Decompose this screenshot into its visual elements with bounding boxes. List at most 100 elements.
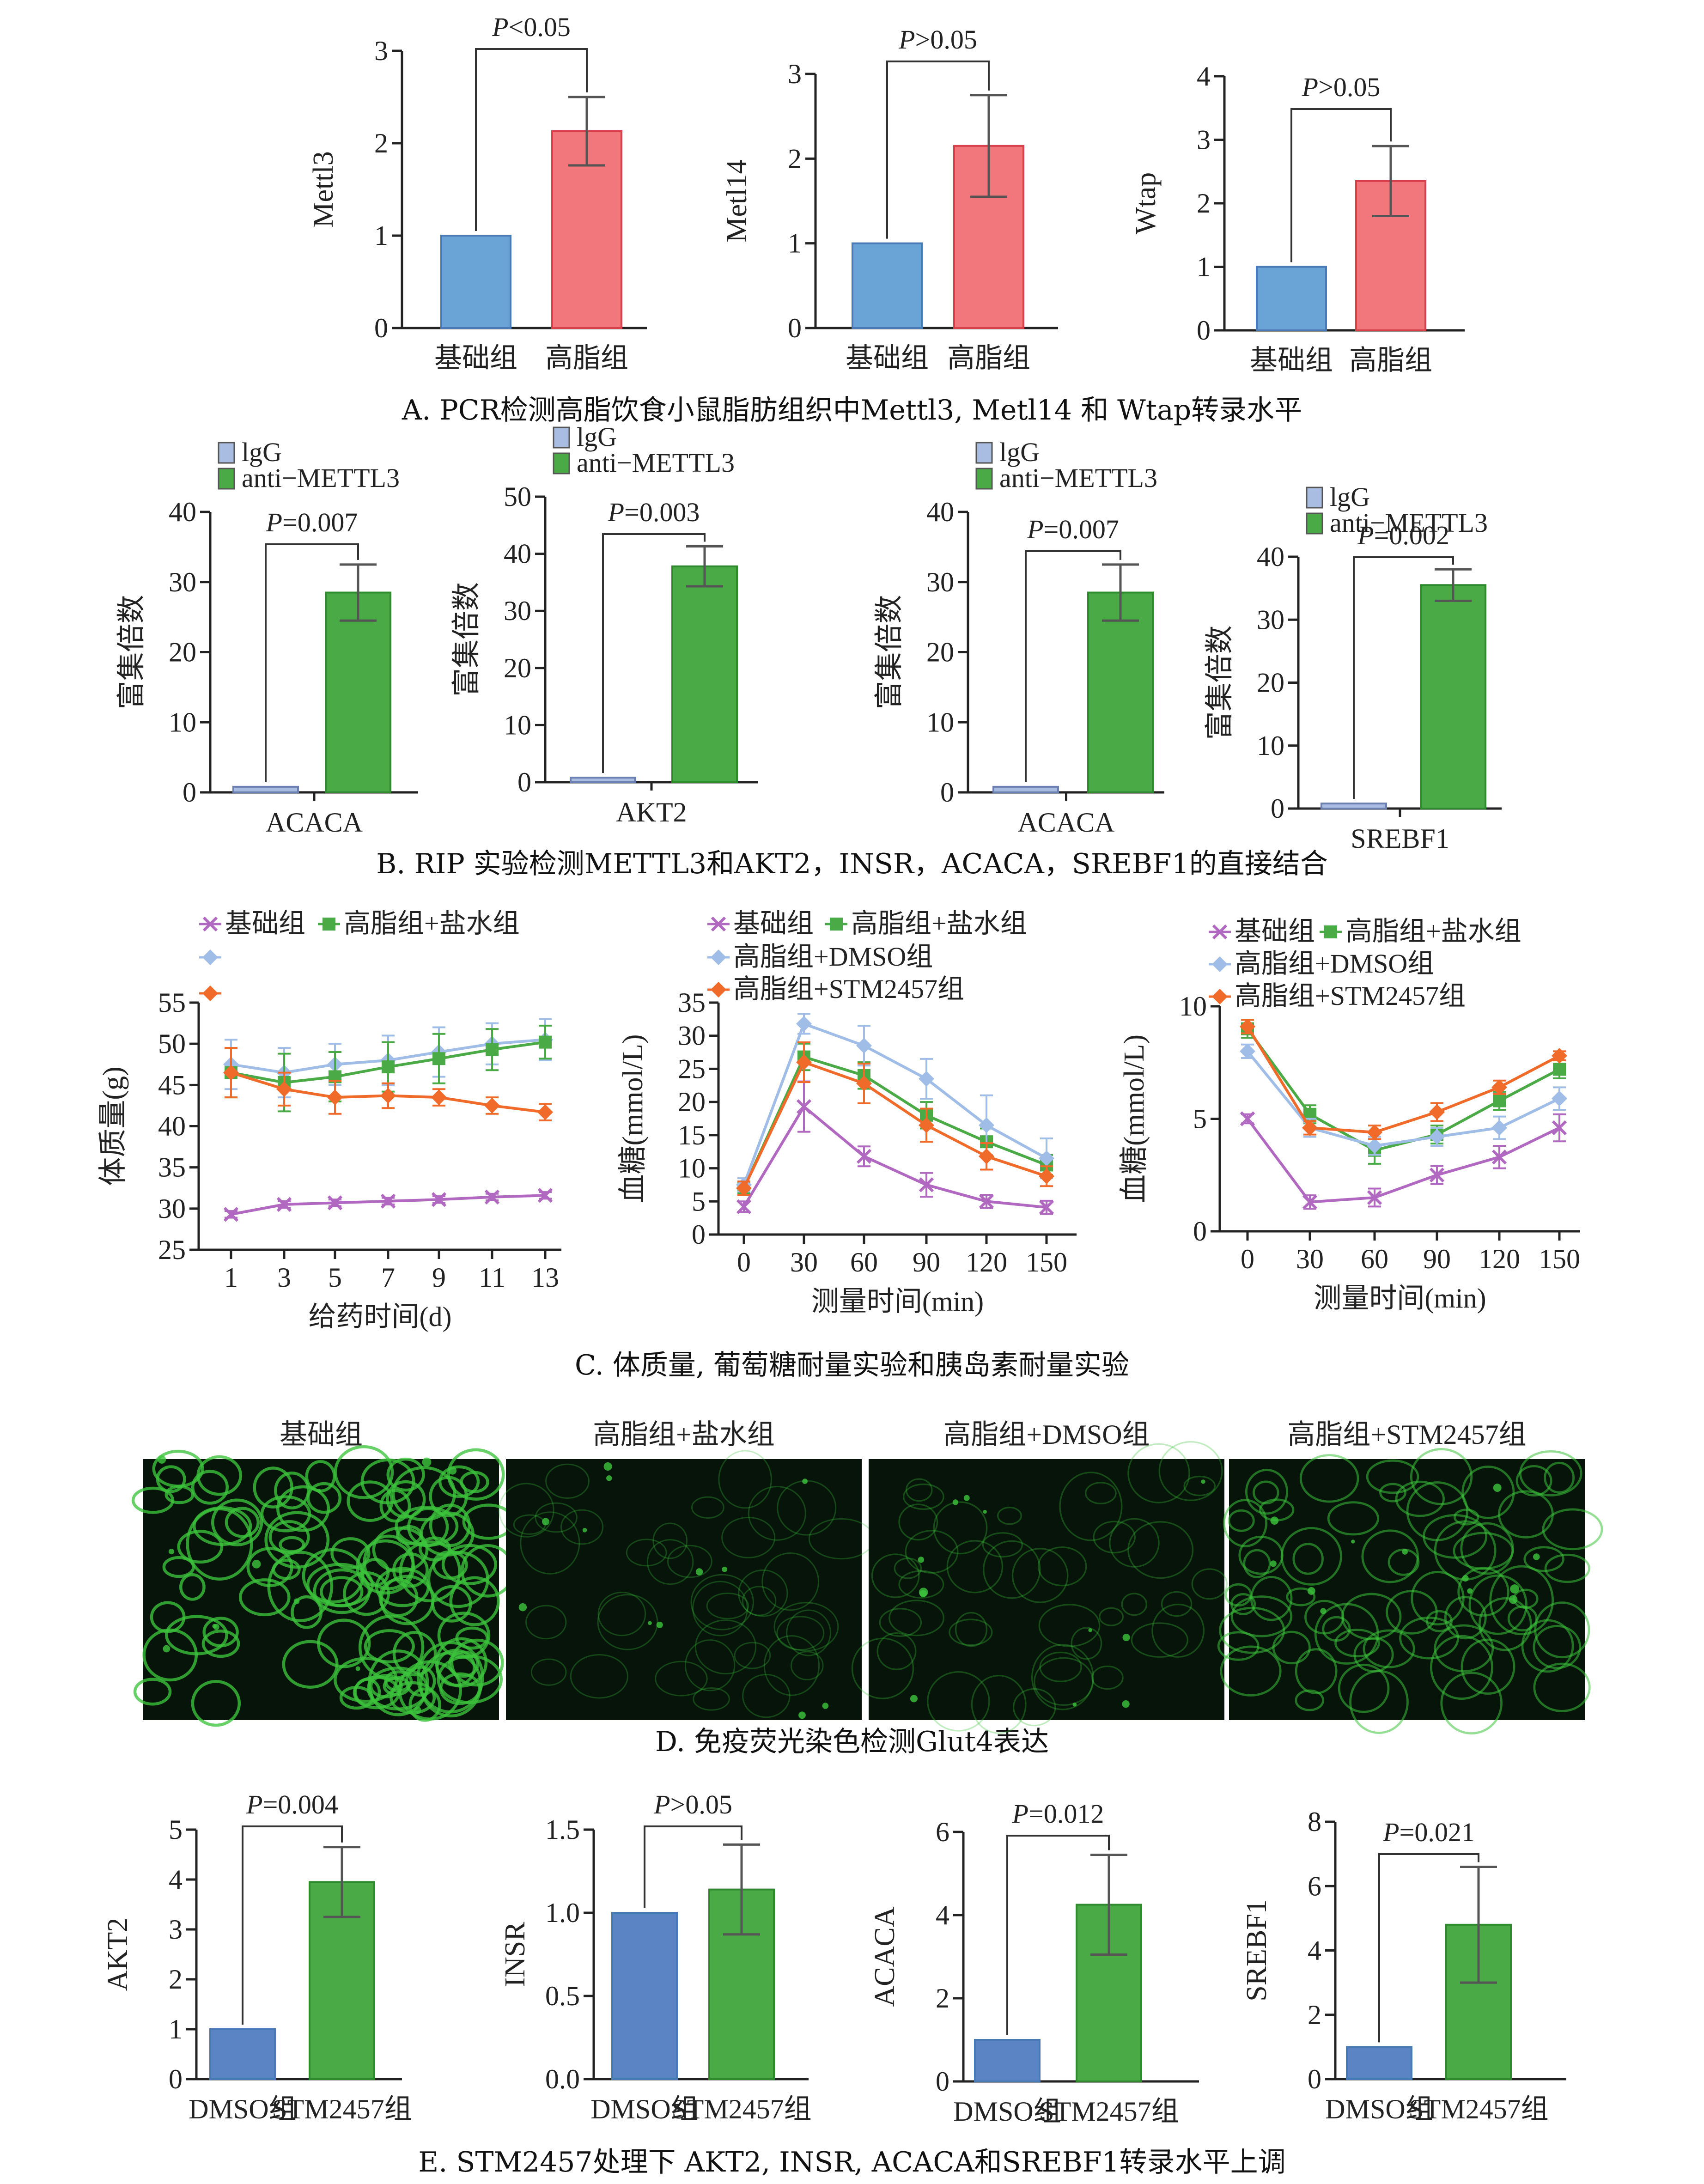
x-tick-label: 0 (737, 1247, 751, 1278)
marker-diamond (1367, 1124, 1382, 1140)
chart-A2: 0 1 2 3 Metl14 P>0.05 基础组 高脂组 (721, 24, 1058, 373)
marker-diamond (1429, 1104, 1445, 1120)
legend-swatch (553, 426, 570, 449)
cell-membrane (655, 1661, 708, 1697)
series-line (1246, 1118, 1560, 1204)
y-tick-label: 20 (678, 1087, 706, 1117)
legend-label: 高脂组+盐水组 (1345, 916, 1521, 946)
marker-x (1552, 1120, 1567, 1136)
y-tick-label: 1.5 (545, 1814, 580, 1845)
cell-membrane (447, 1448, 505, 1501)
significance-bracket (886, 61, 990, 239)
p-value-label: P=0.021 (1382, 1817, 1475, 1847)
y-tick-label: 0 (788, 313, 802, 343)
y-tick-label: 40 (1257, 541, 1284, 572)
cell-membrane (1039, 1651, 1082, 1682)
significance-bracket (1006, 1835, 1110, 2035)
y-axis-label: AKT2 (102, 1918, 134, 1991)
y-axis-label: 富集倍数 (874, 595, 905, 709)
fluorescent-dot (1201, 1479, 1205, 1484)
cell-membrane (1361, 1529, 1419, 1583)
legend-label: anti−METTL3 (999, 463, 1157, 493)
cell-membrane (718, 1450, 772, 1509)
cell-membrane (1245, 1469, 1289, 1515)
cell-membrane (460, 1471, 489, 1493)
y-axis-label: 富集倍数 (1204, 625, 1235, 740)
y-tick-label: 40 (158, 1111, 186, 1142)
p-value-label: P>0.05 (1302, 72, 1381, 102)
bar (570, 777, 636, 784)
cell-membrane (738, 1569, 788, 1617)
fluorescent-dot (163, 1645, 170, 1653)
cell-membrane (761, 1552, 819, 1611)
caption-A: A. PCR检测高脂饮食小鼠脂肪组织中Mettl3, Metl14 和 Wtap… (402, 394, 1302, 426)
chart-A1: 0 1 2 3 Mettl3 P<0.05 基础组 高脂组 (308, 12, 647, 373)
marker-diamond (537, 1104, 553, 1120)
marker-diamond (1212, 956, 1228, 972)
cell-membrane (1093, 1521, 1136, 1554)
legend-label: 高脂组+盐水组 (344, 908, 520, 938)
y-tick-label: 0 (1193, 1216, 1207, 1247)
cell-membrane (693, 1687, 730, 1711)
y-tick-label: 2 (1197, 188, 1211, 219)
cell-membrane (1131, 1622, 1189, 1658)
y-tick-label: 0 (517, 767, 531, 797)
series-purple (1240, 1111, 1567, 1210)
bar (992, 785, 1059, 793)
marker-diamond (1240, 1018, 1255, 1034)
marker-diamond (919, 1117, 934, 1133)
cell-membrane (1410, 1448, 1473, 1505)
y-tick-label: 0 (1197, 315, 1211, 346)
caption-E: E. STM2457处理下 AKT2, INSR, ACACA和SREBF1转录… (418, 2146, 1285, 2178)
y-tick-label: 20 (504, 653, 531, 683)
cell-membrane (1228, 1509, 1255, 1532)
y-axis-label: 富集倍数 (116, 595, 147, 709)
fluorescent-dot (1402, 1549, 1408, 1555)
cell-membrane (597, 1591, 646, 1636)
fluorescent-dot (448, 1466, 457, 1475)
cell-membrane (1127, 1443, 1190, 1503)
legend-swatch (218, 468, 235, 490)
cell-membrane (395, 1506, 459, 1547)
cell-membrane (264, 1511, 330, 1569)
legend-C1: 基础组 高脂组+盐水组 (199, 908, 520, 1001)
image-title: 高脂组+盐水组 (593, 1419, 775, 1450)
fluorescent-dot (1533, 1553, 1540, 1560)
y-tick-label: 5 (692, 1186, 706, 1217)
y-axis-label: INSR (499, 1922, 531, 1987)
marker-diamond (796, 1016, 812, 1032)
fluorescent-dot (1270, 1516, 1279, 1525)
fluorescence-image (1229, 1459, 1585, 1720)
fluorescent-dot (983, 1509, 987, 1514)
cell-membrane (946, 1540, 1004, 1594)
bar (440, 235, 511, 329)
cell-membrane (983, 1540, 1041, 1599)
marker-diamond (796, 1054, 812, 1071)
y-tick-label: 5 (169, 1814, 183, 1845)
cell-membrane (1292, 1543, 1324, 1575)
y-tick-label: 4 (169, 1864, 183, 1895)
fluorescent-dot (168, 1549, 175, 1555)
cell-membrane (748, 1485, 806, 1541)
cell-membrane (1223, 1499, 1267, 1547)
cell-membrane (1507, 1606, 1538, 1632)
fluorescent-dot (603, 1462, 612, 1471)
x-tick-label: 30 (790, 1247, 818, 1278)
marker-x (1302, 1194, 1318, 1210)
cell-membrane (363, 1534, 415, 1590)
marker-x (1429, 1168, 1445, 1183)
series-purple (223, 1188, 553, 1222)
fluorescent-dot (293, 1598, 300, 1605)
cell-membrane (437, 1655, 503, 1704)
cell-membrane (253, 1466, 293, 1509)
cell-membrane (179, 1573, 206, 1601)
fluorescent-dot (1320, 1608, 1327, 1614)
cell-membrane (721, 1516, 776, 1558)
fluorescent-dot (213, 1624, 219, 1630)
chart-A3: 0 1 2 3 4 Wtap P>0.05 基础组 高脂组 (1130, 61, 1465, 376)
y-tick-label: 35 (678, 987, 706, 1018)
category-label: DMSO组 (953, 2096, 1061, 2127)
cell-membrane (347, 1480, 394, 1522)
fluorescence-image (869, 1459, 1224, 1720)
legend-label: lgG (242, 437, 282, 467)
